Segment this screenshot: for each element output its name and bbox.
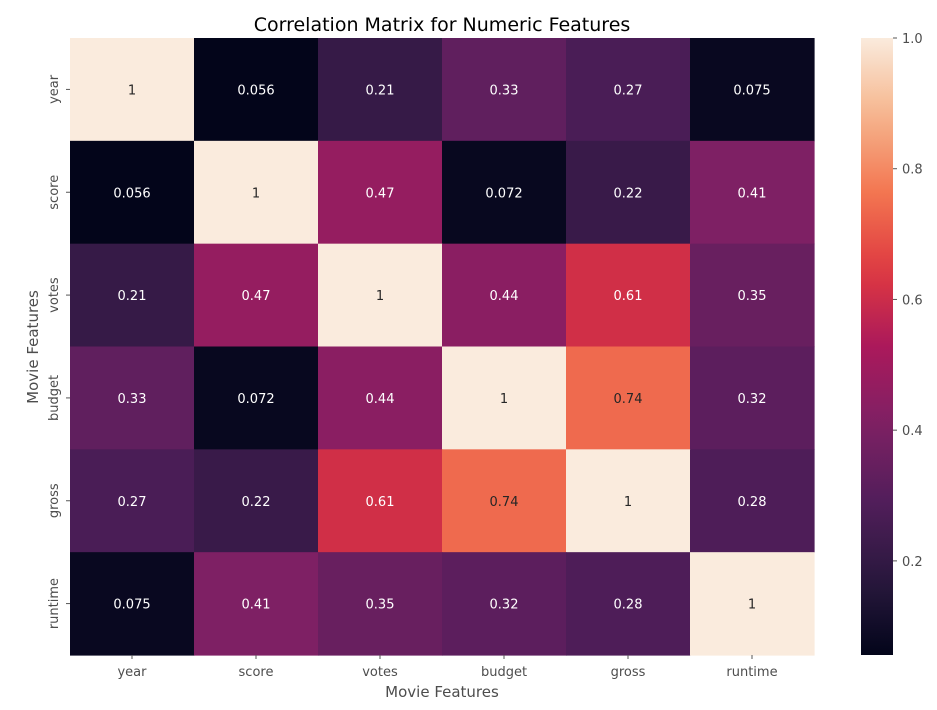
cell-annotation: 0.33 xyxy=(490,83,519,98)
heatmap-cell xyxy=(318,140,443,245)
heatmap-cell xyxy=(690,346,815,450)
colorbar-gradient xyxy=(861,38,893,655)
cell-annotation: 0.47 xyxy=(242,289,271,304)
colorbar-tick-label: 0.8 xyxy=(902,163,923,178)
cell-annotation: 0.075 xyxy=(733,83,770,98)
cell-annotation: 0.32 xyxy=(490,598,519,613)
heatmap-cell xyxy=(318,38,443,142)
y-tick-label: budget xyxy=(47,375,62,421)
heatmap-cell xyxy=(690,552,815,656)
cell-annotation: 0.35 xyxy=(366,598,395,613)
x-tick-label: runtime xyxy=(726,665,777,680)
cell-annotation: 0.61 xyxy=(614,289,643,304)
cell-annotation: 0.27 xyxy=(118,495,147,510)
x-tick-label: score xyxy=(239,665,274,680)
y-axis-label: Movie Features xyxy=(24,290,42,404)
cell-annotation: 0.21 xyxy=(366,83,395,98)
chart-title: Correlation Matrix for Numeric Features xyxy=(254,14,631,36)
heatmap-cell xyxy=(442,243,567,348)
cell-annotation: 0.44 xyxy=(366,392,395,407)
cell-annotation: 1 xyxy=(252,186,260,201)
cell-annotation: 0.61 xyxy=(366,495,395,510)
cell-annotation: 0.28 xyxy=(738,495,767,510)
heatmap-cell xyxy=(442,38,567,142)
cell-annotation: 0.056 xyxy=(237,83,274,98)
x-tick-label: budget xyxy=(481,665,527,680)
cell-annotation: 1 xyxy=(624,495,632,510)
heatmap-cell xyxy=(194,449,319,553)
heatmap-annotations: 1 0.056 0.21 0.33 0.27 0.075 0.056 1 0.47 0.072 0.… xyxy=(113,83,770,612)
cell-annotation: 0.35 xyxy=(738,289,767,304)
colorbar-tick-label: 1.0 xyxy=(902,32,923,47)
cell-annotation: 0.74 xyxy=(614,392,643,407)
heatmap-cell xyxy=(690,243,815,348)
y-axis-ticks: year score votes budget gross runtime xyxy=(47,74,70,629)
cell-annotation: 0.41 xyxy=(242,598,271,613)
cell-annotation: 0.22 xyxy=(242,495,271,510)
y-tick-label: year xyxy=(47,74,62,104)
cell-annotation: 0.21 xyxy=(118,289,147,304)
heatmap-cell xyxy=(566,243,691,348)
heatmap-cell xyxy=(70,38,195,142)
heatmap-cell xyxy=(566,38,691,142)
heatmap-cell xyxy=(690,449,815,553)
cell-annotation: 0.33 xyxy=(118,392,147,407)
heatmap-cell xyxy=(70,243,195,348)
heatmap-cell xyxy=(318,346,443,450)
x-tick-label: gross xyxy=(611,665,646,680)
heatmap-cell xyxy=(566,449,691,553)
heatmap-cell xyxy=(194,243,319,348)
y-tick-label: gross xyxy=(47,483,62,518)
y-tick-label: votes xyxy=(47,277,62,313)
heatmap-cell xyxy=(442,449,567,553)
colorbar-tick-label: 0.4 xyxy=(902,424,923,439)
heatmap-cell xyxy=(70,552,195,656)
heatmap-cell xyxy=(442,552,567,656)
heatmap-cell xyxy=(442,140,567,245)
x-tick-label: votes xyxy=(362,665,398,680)
colorbar: 0.2 0.4 0.6 0.8 1.0 xyxy=(861,32,923,655)
cell-annotation: 0.47 xyxy=(366,186,395,201)
heatmap-cell xyxy=(318,449,443,553)
heatmap-cell xyxy=(566,552,691,656)
heatmap-cell xyxy=(70,449,195,553)
y-tick-label: score xyxy=(47,175,62,210)
cell-annotation: 0.056 xyxy=(113,186,150,201)
cell-annotation: 1 xyxy=(500,392,508,407)
cell-annotation: 0.22 xyxy=(614,186,643,201)
cell-annotation: 0.27 xyxy=(614,83,643,98)
cell-annotation: 0.28 xyxy=(614,598,643,613)
cell-annotation: 1 xyxy=(376,289,384,304)
heatmap-cell xyxy=(690,140,815,245)
heatmap-cell xyxy=(690,38,815,142)
heatmap-cell xyxy=(442,346,567,450)
colorbar-tick-label: 0.2 xyxy=(902,555,923,570)
heatmap-cell xyxy=(194,346,319,450)
y-tick-label: runtime xyxy=(47,578,62,629)
cell-annotation: 0.072 xyxy=(237,392,274,407)
colorbar-tick-label: 0.6 xyxy=(902,293,923,308)
cell-annotation: 0.32 xyxy=(738,392,767,407)
cell-annotation: 0.74 xyxy=(490,495,519,510)
heatmap-cell xyxy=(70,140,195,245)
heatmap-cells xyxy=(70,38,815,656)
heatmap-cell xyxy=(70,346,195,450)
x-axis-ticks: year score votes budget gross runtime xyxy=(117,655,778,680)
heatmap-cell xyxy=(194,552,319,656)
heatmap-cell xyxy=(194,38,319,142)
cell-annotation: 0.072 xyxy=(485,186,522,201)
cell-annotation: 0.075 xyxy=(113,598,150,613)
cell-annotation: 1 xyxy=(748,598,756,613)
heatmap-cell xyxy=(566,140,691,245)
heatmap-cell xyxy=(318,243,443,348)
x-axis-label: Movie Features xyxy=(385,683,499,701)
heatmap-cell xyxy=(194,140,319,245)
cell-annotation: 0.44 xyxy=(490,289,519,304)
cell-annotation: 1 xyxy=(128,83,136,98)
heatmap-cell xyxy=(318,552,443,656)
heatmap-cell xyxy=(566,346,691,450)
x-tick-label: year xyxy=(117,665,147,680)
cell-annotation: 0.41 xyxy=(738,186,767,201)
